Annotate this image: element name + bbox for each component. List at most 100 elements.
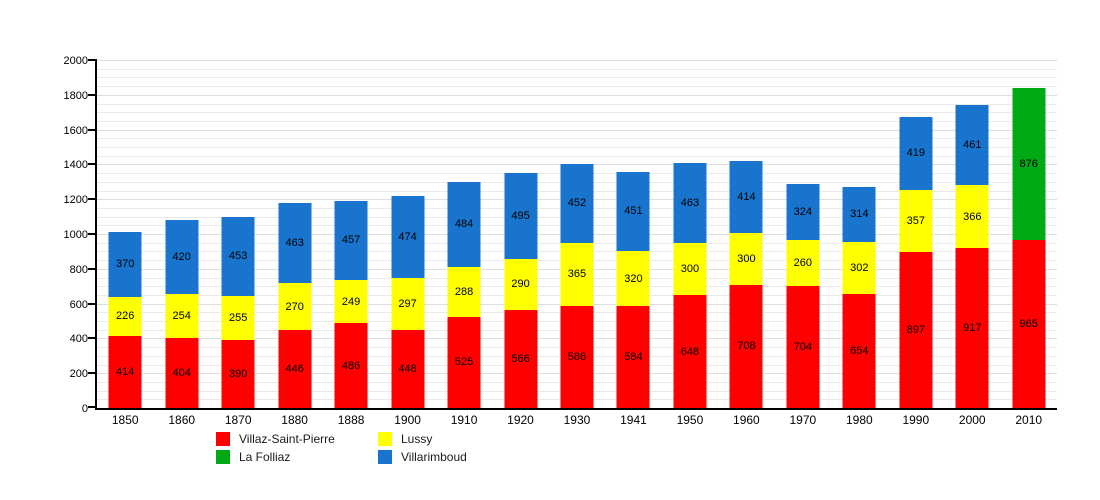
bar-value-label: 314: [850, 208, 869, 221]
x-axis-label: 1930: [563, 413, 591, 427]
y-axis-label: 1600: [63, 124, 88, 137]
x-axis-label: 1920: [507, 413, 534, 427]
legend: Villaz-Saint-Pierre Lussy La Folliaz Villar…: [216, 432, 598, 464]
bar-segment-villarimboud: 419: [899, 116, 933, 190]
x-axis-label: 1900: [394, 413, 421, 427]
bar-value-label: 452: [567, 197, 587, 210]
bar-segment-villarimboud: 452: [560, 163, 594, 243]
bar-segment-villaz-saint-pierre: 404: [165, 337, 199, 408]
bar-segment-villarimboud: 451: [616, 172, 650, 251]
bar-value-label: 446: [285, 363, 304, 376]
bar-segment-villarimboud: 370: [108, 232, 142, 297]
bar-slot: 525 288 484 1910: [436, 60, 492, 427]
bar-value-label: 290: [511, 278, 530, 291]
bar-slot: 448 297 474 1900: [379, 60, 435, 427]
x-axis-label: 1990: [902, 413, 930, 427]
y-axis-label: 400: [69, 333, 88, 346]
bar-segment-lussy: 260: [786, 240, 820, 286]
legend-swatch: [378, 450, 392, 464]
gridline: [97, 86, 1057, 88]
bar-value-label: 226: [116, 310, 135, 323]
y-axis-label: 200: [69, 368, 88, 381]
bar-segment-villarimboud: 420: [165, 220, 199, 294]
legend-swatch: [216, 432, 230, 446]
bar-value-label: 419: [906, 147, 925, 160]
legend-swatch: [378, 432, 392, 446]
bar-slot: 584 320 451 1941: [605, 60, 661, 427]
x-axis-label: 2010: [1015, 413, 1043, 427]
bar-segment-lussy: 288: [447, 266, 481, 317]
bar-segment-villaz-saint-pierre: 586: [560, 306, 594, 408]
x-axis-label: 1910: [450, 413, 478, 427]
x-axis-label: 1870: [224, 413, 252, 427]
y-axis-tick: [88, 233, 97, 235]
bar-value-label: 453: [228, 250, 248, 263]
legend-swatch: [216, 450, 230, 464]
y-axis-label: 0: [81, 403, 88, 415]
bar-slot: 446 270 463 1880: [266, 60, 322, 427]
gridline: [97, 129, 1057, 131]
bar-value-label: 404: [172, 366, 191, 379]
bar-value-label: 357: [906, 214, 925, 227]
bar-value-label: 897: [906, 323, 925, 336]
bar-segment-villaz-saint-pierre: 525: [447, 316, 481, 408]
bar-segment-la-folliaz: 876: [1012, 87, 1046, 241]
bars-container: 414 226 370 1850 404 254 420 1860 390 255 453 1870 4…: [97, 60, 1057, 427]
y-axis-label: 1200: [63, 194, 88, 207]
bar-segment-villaz-saint-pierre: 390: [221, 340, 255, 408]
bar-segment-villaz-saint-pierre: 486: [334, 323, 368, 408]
bar-segment-villaz-saint-pierre: 414: [108, 335, 142, 408]
y-axis-tick: [88, 337, 97, 340]
bar-segment-villaz-saint-pierre: 965: [1012, 240, 1046, 408]
bar-segment-lussy: 300: [729, 232, 763, 285]
plot-area: 414 226 370 1850 404 254 420 1860 390 255 453 1870 4…: [88, 59, 1057, 427]
bar-slot: 414 226 370 1850: [97, 60, 153, 427]
bar-value-label: 584: [624, 351, 643, 364]
bar-segment-lussy: 255: [221, 295, 255, 341]
bar-value-label: 324: [793, 206, 813, 219]
bar-slot: 648 300 463 1950: [662, 60, 718, 427]
bar-slot: 390 255 453 1870: [210, 60, 266, 427]
y-axis-label: 600: [69, 298, 88, 311]
bar-segment-villaz-saint-pierre: 897: [899, 251, 933, 408]
bar-value-label: 654: [850, 345, 869, 358]
bar-slot: 917 366 461 2000: [944, 60, 1000, 427]
bar-segment-lussy: 302: [842, 241, 876, 295]
bar-segment-villarimboud: 463: [673, 162, 707, 244]
bar-value-label: 484: [454, 218, 474, 231]
gridline: [97, 155, 1057, 157]
y-axis-tick: [88, 128, 97, 131]
bar-segment-villarimboud: 461: [955, 104, 989, 185]
bar-segment-villarimboud: 463: [278, 202, 312, 284]
bar-segment-lussy: 357: [899, 189, 933, 252]
bar-segment-villaz-saint-pierre: 566: [504, 309, 538, 408]
y-axis-tick: [88, 163, 97, 166]
bar-segment-villaz-saint-pierre: 648: [673, 295, 707, 408]
bar-segment-lussy: 365: [560, 242, 594, 307]
bar-segment-villaz-saint-pierre: 704: [786, 285, 820, 408]
bar-value-label: 414: [116, 365, 135, 378]
bar-value-label: 876: [1019, 157, 1038, 170]
x-axis-label: 1860: [168, 413, 196, 427]
y-axis-tick: [88, 372, 97, 375]
bar-value-label: 249: [341, 295, 361, 308]
bar-value-label: 365: [567, 268, 587, 281]
bar-value-label: 300: [680, 263, 700, 276]
y-axis-tick: [88, 198, 97, 201]
x-axis-label: 1950: [676, 413, 704, 427]
gridline: [97, 138, 1057, 140]
bar-value-label: 486: [341, 359, 361, 372]
gridline: [97, 68, 1057, 70]
y-axis-tick: [88, 267, 97, 270]
bar-value-label: 965: [1019, 318, 1038, 331]
bar-slot: 897 357 419 1990: [888, 60, 944, 427]
bar-value-label: 708: [737, 340, 756, 353]
y-axis-tick: [88, 93, 97, 96]
bar-value-label: 463: [680, 196, 700, 209]
bar-value-label: 288: [454, 285, 474, 298]
bar-value-label: 255: [228, 311, 248, 324]
bar-slot: 708 300 414 1960: [718, 60, 774, 427]
legend-label: Villarimboud: [401, 450, 467, 464]
bar-segment-villarimboud: 314: [842, 187, 876, 242]
bar-value-label: 704: [793, 340, 813, 353]
